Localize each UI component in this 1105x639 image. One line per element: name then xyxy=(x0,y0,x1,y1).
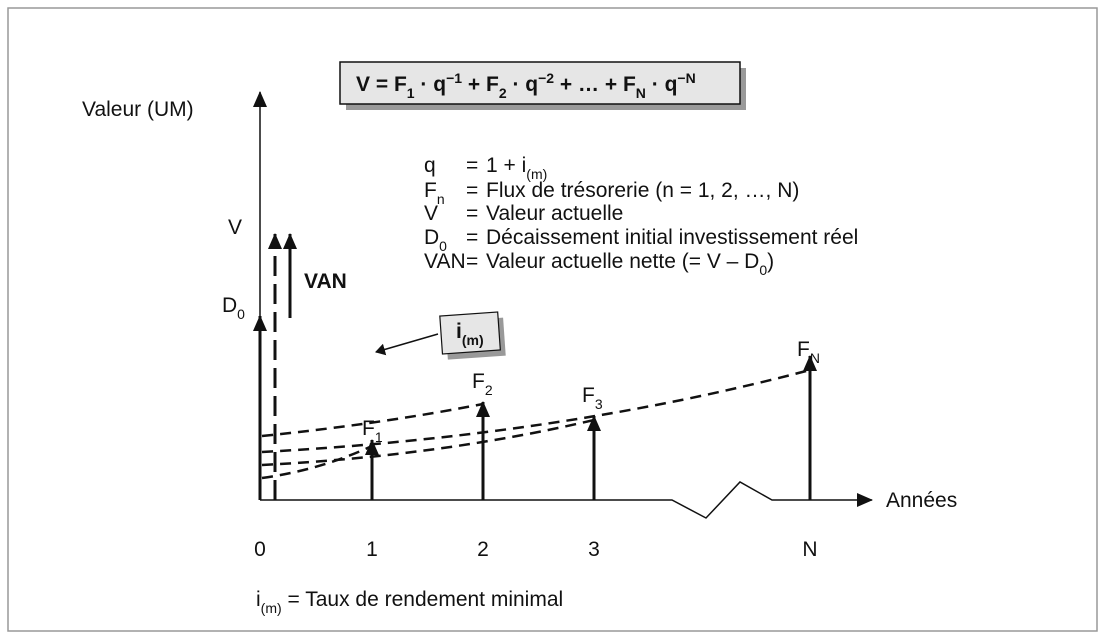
label-f3-part: 3 xyxy=(595,396,603,412)
formula-part: · q xyxy=(646,73,678,96)
label-f2: F2 xyxy=(472,370,493,398)
curve-f2 xyxy=(261,402,484,438)
formula-part: + F xyxy=(462,73,499,96)
definition-eq: = xyxy=(466,250,478,273)
footnote-part: (m) xyxy=(261,600,282,616)
definition-symbol-part: q xyxy=(424,154,436,177)
x-tick-label: 3 xyxy=(588,538,600,561)
definition-symbol-part: n xyxy=(437,191,445,207)
definition-symbol-part: F xyxy=(424,179,437,202)
definition-text-part: Valeur actuelle nette (= V – D xyxy=(486,250,759,273)
definition-text-part: (m) xyxy=(526,166,547,182)
label-f1-part: 1 xyxy=(375,429,383,445)
rate-box-group xyxy=(439,311,506,360)
label-v-part: V xyxy=(228,216,242,239)
definition-text-part: Décaissement initial investissement réel xyxy=(486,226,858,249)
label-d0-part: D xyxy=(222,294,237,317)
formula-part: + … + F xyxy=(554,73,636,96)
label-f1-part: F xyxy=(362,417,375,440)
footnote: i(m) = Taux de rendement minimal xyxy=(256,588,563,616)
formula: V = F1 · q−1 + F2 · q−2 + … + FN · q−N xyxy=(356,70,696,101)
definition-symbol-part: VAN xyxy=(424,250,466,273)
label-rate-part: i xyxy=(456,320,462,343)
definition-symbol: D0 xyxy=(424,226,447,254)
label-d0-part: 0 xyxy=(237,306,245,322)
y-axis-label: Valeur (UM) xyxy=(82,98,194,121)
formula-part: V = F xyxy=(356,73,407,96)
label-d0: D0 xyxy=(222,294,245,322)
definition-eq: = xyxy=(466,179,478,202)
definition-text: Décaissement initial investissement réel xyxy=(486,226,858,249)
definition-text: Valeur actuelle xyxy=(486,202,623,225)
definition-symbol: q xyxy=(424,154,436,177)
label-van: VAN xyxy=(304,270,347,293)
x-tick-label: 1 xyxy=(366,538,378,561)
rate-arrow xyxy=(375,333,439,356)
footnote-part: = Taux de rendement minimal xyxy=(282,588,564,611)
label-van-part: VAN xyxy=(304,270,347,293)
frame xyxy=(7,7,1098,632)
definition-text: Flux de trésorerie (n = 1, 2, …, N) xyxy=(486,179,799,202)
definition-symbol-part: V xyxy=(424,202,438,225)
formula-part: N xyxy=(636,85,646,101)
formula-box xyxy=(339,61,741,105)
definition-symbol: V xyxy=(424,202,438,225)
definition-symbol: VAN xyxy=(424,250,466,273)
label-f2-part: F xyxy=(472,370,485,393)
formula-part: 1 xyxy=(407,85,415,101)
label-fn-part: N xyxy=(810,350,820,366)
formula-part: −N xyxy=(677,70,695,86)
definition-text-part: Flux de trésorerie (n = 1, 2, …, N) xyxy=(486,179,799,202)
x-axis xyxy=(260,481,873,519)
curve-fn xyxy=(261,368,811,454)
label-rate-part: (m) xyxy=(462,332,484,348)
definition-eq: = xyxy=(466,202,478,225)
definition-text-part: 0 xyxy=(759,262,767,278)
definition-symbol: Fn xyxy=(424,179,445,207)
formula-part: · q xyxy=(415,73,447,96)
definition-symbol-part: D xyxy=(424,226,439,249)
x-tick-label: N xyxy=(802,538,817,561)
definition-text-part: 1 + i xyxy=(486,154,526,177)
label-f3-part: F xyxy=(582,384,595,407)
label-v: V xyxy=(228,216,242,239)
label-fn-part: F xyxy=(797,338,810,361)
definition-text-part: ) xyxy=(767,250,774,273)
curve-f1 xyxy=(261,444,373,480)
label-f1: F1 xyxy=(362,417,383,445)
footnote-part: i xyxy=(256,588,261,611)
formula-part: 2 xyxy=(499,85,507,101)
discount-curves xyxy=(261,368,811,480)
label-f3: F3 xyxy=(582,384,603,412)
cash-flows xyxy=(253,233,817,500)
formula-part: · q xyxy=(507,73,539,96)
x-tick-label: 2 xyxy=(477,538,489,561)
rate-box xyxy=(439,311,501,355)
x-axis-label: Années xyxy=(886,489,957,512)
label-rate: i(m) xyxy=(456,320,484,348)
formula-part: −1 xyxy=(446,70,462,86)
formula-part: −2 xyxy=(538,70,554,86)
definition-text: 1 + i(m) xyxy=(486,154,547,182)
definition-eq: = xyxy=(466,154,478,177)
label-fn: FN xyxy=(797,338,820,366)
label-f2-part: 2 xyxy=(485,382,493,398)
definition-text-part: Valeur actuelle xyxy=(486,202,623,225)
definition-eq: = xyxy=(466,226,478,249)
definition-text: Valeur actuelle nette (= V – D0) xyxy=(486,250,774,278)
x-tick-label: 0 xyxy=(254,538,266,561)
definition-symbol-part: 0 xyxy=(439,238,447,254)
curve-f3 xyxy=(261,418,595,467)
